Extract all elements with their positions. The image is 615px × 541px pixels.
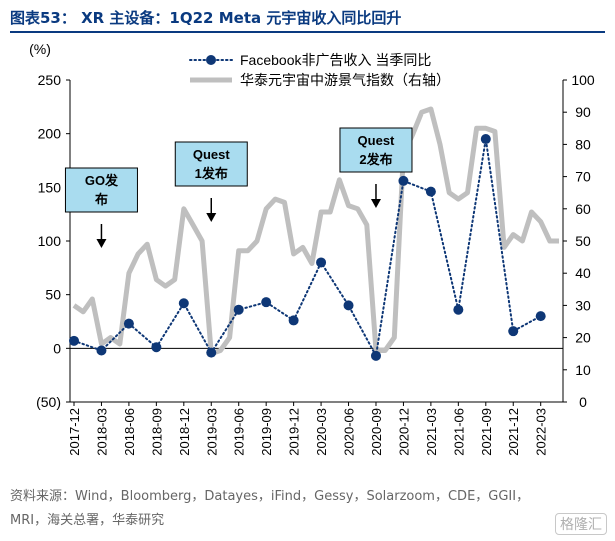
x-tick-label: 2021-06	[451, 408, 466, 456]
x-tick-label: 2020-12	[396, 408, 411, 456]
facebook-point	[206, 347, 217, 358]
index-series-line	[72, 106, 559, 357]
watermark: 格隆汇	[555, 513, 607, 535]
right-tick-label: 100	[571, 72, 595, 88]
left-tick-label: 100	[38, 233, 62, 249]
x-tick-label: 2020-09	[369, 408, 384, 456]
x-tick-label: 2021-12	[506, 408, 521, 456]
x-tick-label: 2020-06	[342, 408, 357, 456]
right-tick-label: 20	[575, 330, 591, 346]
left-tick-label: 0	[53, 340, 61, 356]
callout-label: 2发布	[359, 152, 392, 167]
facebook-point	[480, 134, 491, 145]
callout-label: GO发	[85, 173, 119, 188]
x-tick-label: 2018-03	[94, 408, 109, 456]
facebook-point	[178, 298, 189, 309]
callout-arrow-head	[96, 239, 107, 248]
x-tick-label: 2019-03	[204, 408, 219, 456]
x-tick-label: 2018-09	[149, 408, 164, 456]
callout-box	[339, 127, 413, 173]
facebook-point	[233, 304, 244, 315]
right-tick-label: 30	[575, 297, 591, 313]
facebook-point	[370, 350, 381, 361]
x-tick-label: 2017-12	[67, 408, 82, 456]
facebook-point	[261, 297, 272, 308]
left-axis-unit: (%)	[29, 41, 51, 57]
callout-box	[174, 141, 248, 187]
legend-label-index: 华泰元宇宙中游景气指数（右轴）	[240, 72, 450, 88]
x-tick-label: 2019-06	[232, 408, 247, 456]
facebook-point	[288, 315, 299, 326]
callout-arrow-head	[370, 199, 381, 208]
facebook-point	[453, 304, 464, 315]
facebook-point	[398, 175, 409, 186]
left-tick-label: (50)	[36, 394, 61, 410]
title-rule	[10, 31, 605, 33]
facebook-point	[151, 342, 162, 353]
facebook-point	[69, 335, 79, 346]
left-tick-label: 50	[45, 287, 61, 303]
chart: (%) (50) 0 50 100 150 200 250 0 10 20 30 40 50 60 70 80 9…	[29, 41, 595, 456]
right-tick-label: 80	[575, 136, 591, 152]
callout-label: Quest	[193, 147, 231, 162]
right-tick-label: 70	[575, 169, 591, 185]
legend-marker-facebook	[206, 55, 216, 65]
x-tick-label: 2018-12	[177, 408, 192, 456]
callout-arrow-head	[206, 213, 217, 222]
x-tick-label: 2022-03	[534, 408, 549, 456]
facebook-point	[343, 300, 354, 311]
source-note: 资料来源：Wind，Bloomberg，Datayes，iFind，Gessy，…	[10, 489, 530, 528]
left-tick-label: 250	[38, 72, 62, 88]
right-tick-label: 90	[575, 104, 591, 120]
right-tick-label: 0	[579, 394, 587, 410]
left-tick-label: 150	[38, 179, 62, 195]
x-tick-label: 2019-09	[259, 408, 274, 456]
x-tick-label: 2019-12	[287, 408, 302, 456]
right-tick-label: 50	[575, 233, 591, 249]
left-tick-label: 200	[38, 126, 62, 142]
right-tick-label: 10	[575, 362, 591, 378]
facebook-point	[425, 186, 436, 197]
facebook-point	[508, 326, 519, 337]
x-tick-label: 2021-03	[424, 408, 439, 456]
right-tick-label: 60	[575, 201, 591, 217]
facebook-point	[535, 311, 546, 322]
facebook-point	[316, 257, 327, 268]
x-tick-label: 2020-03	[314, 408, 329, 456]
callout-label: Quest	[358, 133, 396, 148]
figure-title: 图表53： XR 主设备：1Q22 Meta 元宇宙收入同比回升	[10, 9, 402, 27]
facebook-series-line	[73, 138, 542, 359]
legend-label-facebook: Facebook非广告收入 当季同比	[240, 52, 431, 68]
callout-box	[64, 167, 138, 213]
right-tick-label: 40	[575, 265, 591, 281]
facebook-point	[96, 345, 107, 356]
facebook-point	[123, 318, 134, 329]
x-tick-label: 2021-09	[479, 408, 494, 456]
callout-label: 布	[95, 192, 108, 207]
callout-label: 1发布	[195, 166, 228, 181]
x-tick-label: 2018-06	[122, 408, 137, 456]
